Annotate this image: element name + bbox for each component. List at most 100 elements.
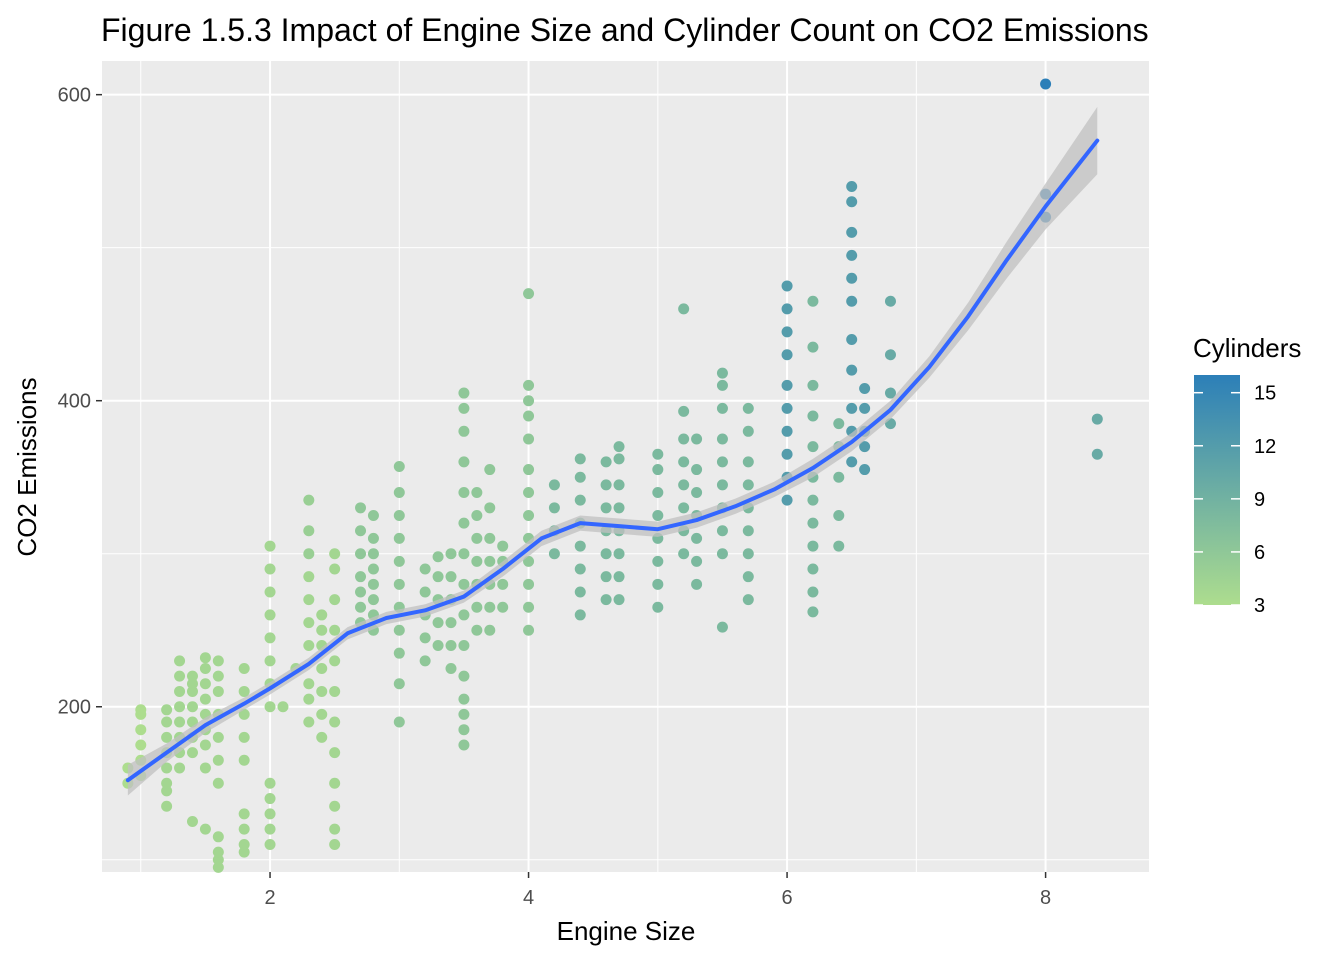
- data-point: [781, 326, 793, 338]
- data-point: [264, 808, 276, 820]
- data-point: [846, 295, 858, 307]
- data-point: [329, 838, 341, 850]
- legend-title: Cylinders: [1193, 333, 1301, 363]
- data-point: [781, 402, 793, 414]
- data-point: [458, 739, 470, 751]
- data-point: [600, 479, 612, 491]
- data-point: [303, 640, 315, 652]
- data-point: [846, 180, 858, 192]
- data-point: [652, 578, 664, 590]
- data-point: [316, 624, 328, 636]
- data-point: [238, 823, 250, 835]
- legend-tick-label: 6: [1254, 542, 1265, 564]
- data-point: [859, 402, 871, 414]
- data-point: [393, 624, 405, 636]
- smooth-trend-line: [125, 138, 1100, 783]
- data-point: [238, 685, 250, 697]
- data-point: [471, 532, 483, 544]
- data-point: [691, 433, 703, 445]
- data-point: [393, 555, 405, 567]
- data-point: [846, 226, 858, 238]
- data-point: [471, 509, 483, 521]
- data-point: [497, 601, 509, 613]
- data-point: [716, 367, 728, 379]
- data-point: [613, 441, 625, 453]
- data-point: [458, 708, 470, 720]
- data-point: [419, 632, 431, 644]
- data-point: [238, 808, 250, 820]
- data-point: [329, 624, 341, 636]
- data-point: [807, 517, 819, 529]
- chart-title: Figure 1.5.3 Impact of Engine Size and C…: [101, 12, 1149, 48]
- data-point: [199, 739, 211, 751]
- data-point: [458, 693, 470, 705]
- data-point: [471, 601, 483, 613]
- data-point: [716, 621, 728, 633]
- plot-panel: [102, 61, 1149, 873]
- data-point: [264, 777, 276, 789]
- data-point: [471, 624, 483, 636]
- data-point: [212, 670, 224, 682]
- data-point: [355, 586, 367, 598]
- data-point: [691, 464, 703, 476]
- x-tick-label: 4: [523, 887, 534, 909]
- data-point: [199, 693, 211, 705]
- data-point: [523, 601, 535, 613]
- data-point: [135, 724, 147, 736]
- data-point: [807, 494, 819, 506]
- data-point: [174, 762, 186, 774]
- data-point: [303, 525, 315, 537]
- data-point: [212, 655, 224, 667]
- data-point: [174, 670, 186, 682]
- data-point: [186, 678, 198, 690]
- data-point: [846, 456, 858, 468]
- data-point: [161, 777, 173, 789]
- data-point: [523, 578, 535, 590]
- data-point: [419, 655, 431, 667]
- data-point: [303, 571, 315, 583]
- data-point: [161, 800, 173, 812]
- data-point: [174, 701, 186, 713]
- data-point: [691, 555, 703, 567]
- data-point: [523, 487, 535, 499]
- data-point: [432, 640, 444, 652]
- data-point: [716, 433, 728, 445]
- data-point: [199, 762, 211, 774]
- data-point: [846, 249, 858, 261]
- data-point: [186, 701, 198, 713]
- data-point: [742, 594, 754, 606]
- data-point: [264, 563, 276, 575]
- data-point: [316, 731, 328, 743]
- data-point: [484, 555, 496, 567]
- data-point: [523, 379, 535, 391]
- data-point: [716, 548, 728, 560]
- data-point: [367, 548, 379, 560]
- data-point: [329, 716, 341, 728]
- data-point: [497, 540, 509, 552]
- data-point: [458, 487, 470, 499]
- data-point: [807, 295, 819, 307]
- data-point: [691, 487, 703, 499]
- data-point: [329, 548, 341, 560]
- x-tick-label: 8: [1040, 887, 1051, 909]
- data-point: [367, 532, 379, 544]
- data-point: [781, 448, 793, 460]
- data-point: [833, 540, 845, 552]
- data-point: [264, 632, 276, 644]
- data-point: [355, 571, 367, 583]
- data-point: [419, 586, 431, 598]
- data-point: [316, 708, 328, 720]
- data-point: [329, 685, 341, 697]
- data-point: [742, 425, 754, 437]
- data-point: [458, 724, 470, 736]
- data-point: [458, 517, 470, 529]
- data-point: [846, 333, 858, 345]
- data-point: [212, 854, 224, 866]
- data-point: [678, 433, 690, 445]
- data-point: [613, 479, 625, 491]
- data-point: [238, 731, 250, 743]
- data-point: [458, 640, 470, 652]
- data-point: [264, 701, 276, 713]
- data-point: [807, 563, 819, 575]
- data-point: [716, 525, 728, 537]
